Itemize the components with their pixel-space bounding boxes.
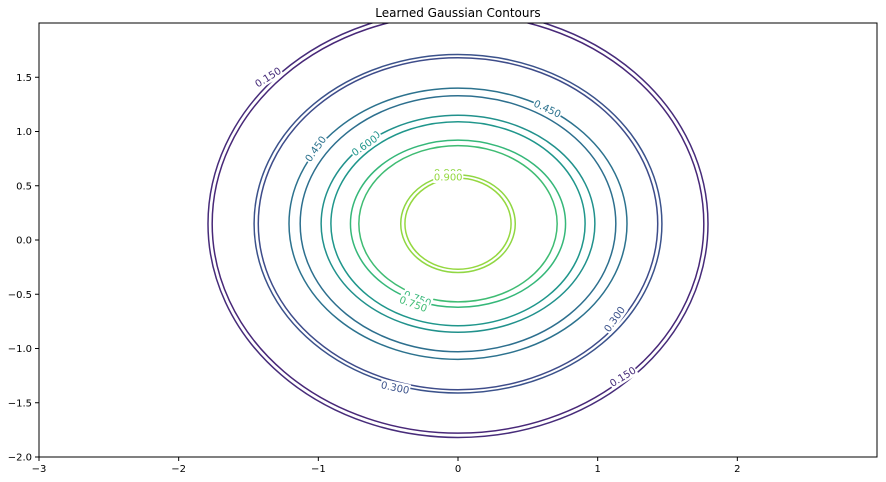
x-tick-label: −2 [171, 464, 186, 475]
x-tick-label: 0 [455, 464, 461, 475]
contour-level-8 [349, 139, 567, 309]
y-tick-label: 1.5 [16, 73, 32, 84]
y-tick-label: −2.0 [8, 453, 32, 464]
contour-labels: 0.1500.1500.3000.3000.4500.4500.6000.600… [252, 64, 639, 397]
contour-level-5 [299, 94, 617, 353]
contour-level-7 [330, 120, 586, 327]
contour-level-2 [253, 53, 663, 394]
contour-label-bg [348, 132, 381, 160]
contour-label-bg [379, 378, 412, 397]
contour-label-text: 0.150 [608, 365, 638, 390]
y-axis: −2.0 −1.5 −1.0 −0.5 0.0 0.5 1.0 1.5 [8, 73, 39, 464]
chart-title: Learned Gaussian Contours [375, 6, 540, 20]
contour-level-3 [257, 56, 659, 391]
y-tick-label: −1.5 [8, 398, 32, 409]
contour-label-3: 0.300 [600, 303, 628, 335]
y-tick-label: −1.0 [8, 344, 32, 355]
y-tick-label: −0.5 [8, 290, 32, 301]
contour-level-0 [211, 23, 705, 434]
contour-label-bg [606, 363, 639, 390]
contour-label-text: 0.450 [304, 135, 329, 165]
y-tick-label: 0.0 [16, 236, 32, 247]
x-axis: −3 −2 −1 0 1 2 [32, 457, 741, 475]
x-tick-label: 2 [734, 464, 740, 475]
contour-label-bg [531, 96, 564, 121]
x-tick-label: 1 [594, 464, 600, 475]
y-tick-label: 1.0 [16, 127, 32, 138]
contour-label-text: 0.900 [434, 173, 463, 184]
contour-label-text: 0.300 [603, 305, 628, 335]
contour-level-1 [207, 23, 709, 439]
contour-label-bg [302, 133, 330, 165]
contour-label-bg [600, 303, 628, 335]
contour-level-11 [404, 177, 512, 271]
contour-level-10 [399, 174, 517, 274]
contour-label-bg [397, 293, 430, 315]
contour-label-bg [433, 171, 464, 184]
contour-level-4 [288, 87, 628, 361]
x-tick-label: −3 [32, 464, 47, 475]
contour-label-bg [252, 64, 284, 91]
y-tick-label: 0.5 [16, 181, 32, 192]
contour-label-4: 0.450 [302, 133, 329, 165]
contour-label-11: 0.900 [433, 171, 464, 184]
contour-label-1: 0.150 [606, 363, 639, 390]
contour-label-text: 0.150 [254, 66, 284, 91]
contour-label-text: 0.300 [380, 380, 410, 397]
contour-label-0: 0.150 [252, 64, 284, 90]
contour-level-6 [320, 114, 596, 333]
contour-level-9 [358, 144, 558, 303]
x-tick-label: −1 [311, 464, 326, 475]
